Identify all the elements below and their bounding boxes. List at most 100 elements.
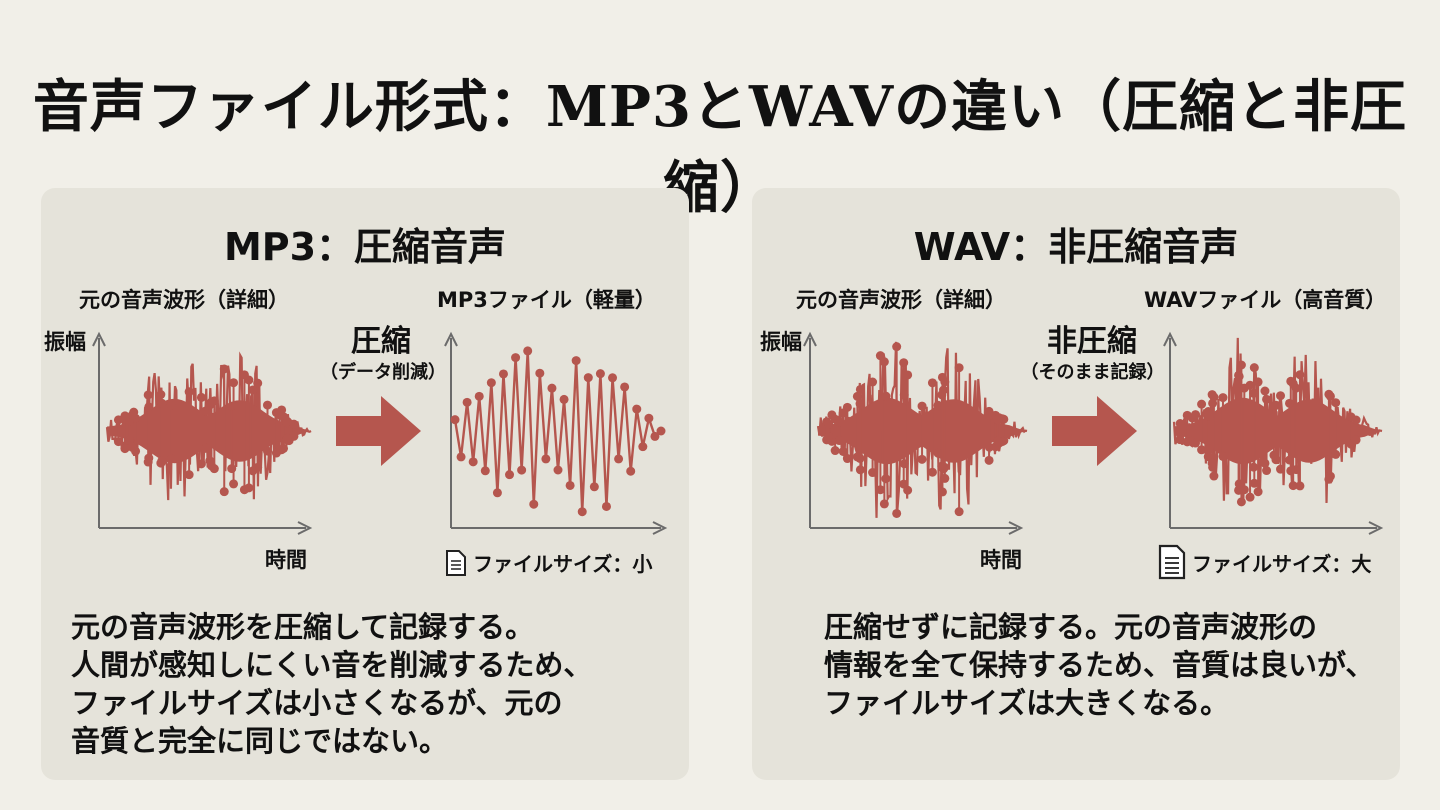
waveform-dot — [1331, 398, 1341, 408]
waveform-dot — [614, 454, 624, 464]
waveform-dot — [1285, 398, 1295, 408]
waveform-dot — [830, 446, 840, 456]
mp3-original-label: 元の音声波形（詳細） — [79, 288, 289, 312]
waveform-dot — [271, 408, 281, 418]
waveform-dot — [899, 479, 909, 489]
no-compress-sub-label: （そのまま記録） — [1020, 362, 1165, 383]
waveform-dot — [209, 464, 219, 474]
mp3-description-line: 人間が感知しにくい音を削減するため、 — [71, 648, 593, 682]
waveform-dot — [157, 456, 167, 466]
waveform-dot — [517, 465, 527, 475]
waveform-dot — [248, 385, 258, 395]
waveform-dot — [1236, 360, 1246, 370]
waveform-dot — [984, 406, 994, 416]
waveform-dot — [650, 431, 660, 441]
waveform-dot — [553, 465, 563, 475]
waveform-dot — [1249, 478, 1259, 488]
waveform-dot — [1288, 481, 1298, 491]
waveform-dot — [462, 397, 472, 407]
waveform-dot — [262, 400, 272, 410]
waveform-dot — [620, 382, 630, 392]
waveform-dot — [486, 378, 496, 388]
waveform-dot — [201, 443, 211, 453]
waveform-dot — [1234, 485, 1244, 495]
wav-description-line: ファイルサイズは大きくなる。 — [824, 686, 1230, 720]
waveform-dot — [1245, 492, 1255, 502]
waveform-dot — [248, 466, 258, 476]
mp3-original-axes — [92, 331, 313, 535]
waveform-dot — [937, 372, 947, 382]
waveform-dot — [571, 356, 581, 366]
wav-panel: WAV：非圧縮音声 元の音声波形（詳細） WAVファイル（高音質） 振幅 時間 … — [752, 188, 1400, 780]
compress-sub-label: （データ削減） — [320, 362, 446, 383]
waveform-dot — [1351, 435, 1361, 445]
waveform-dot — [608, 373, 618, 383]
waveform-dot — [1260, 458, 1270, 468]
waveform-dot — [227, 464, 237, 474]
waveform-dot — [498, 369, 508, 379]
waveform-dot — [1175, 419, 1185, 429]
waveform-dot — [1197, 445, 1207, 455]
mp3-file-axes — [444, 331, 668, 535]
wav-y-axis-label: 振幅 — [760, 330, 802, 354]
mp3-panel: MP3：圧縮音声 元の音声波形（詳細） MP3ファイル（軽量） 振幅 時間 圧縮… — [41, 188, 689, 780]
waveform-dot — [511, 353, 521, 363]
waveform-dot — [1245, 380, 1255, 390]
waveform-dot — [1253, 487, 1263, 497]
mp3-y-axis-label: 振幅 — [44, 330, 86, 354]
waveform-dot — [229, 378, 239, 388]
waveform-dot — [1236, 497, 1246, 507]
waveform-dot — [834, 417, 844, 427]
waveform-dot — [1191, 410, 1201, 420]
wav-description: 圧縮せずに記録する。元の音声波形の 情報を全て保持するため、音質は良いが、 ファ… — [824, 608, 1374, 722]
waveform-dot — [505, 470, 515, 480]
waveform-dot — [262, 446, 272, 456]
wav-x-axis-label: 時間 — [980, 548, 1022, 572]
waveform-dot — [157, 398, 167, 408]
waveform-dot — [1207, 390, 1217, 400]
waveform-dot — [227, 401, 237, 411]
waveform-dot — [541, 454, 551, 464]
waveform-dot — [1234, 479, 1244, 489]
waveform-dot — [144, 402, 154, 412]
mp3-description-line: 音質と完全に同じではない。 — [71, 724, 449, 758]
compress-arrow-icon — [336, 396, 421, 466]
waveform-dot — [824, 419, 834, 429]
waveform-dot — [209, 396, 219, 406]
waveform-dot — [632, 404, 642, 414]
wav-heading: WAV：非圧縮音声 — [913, 225, 1239, 269]
document-icon — [446, 549, 466, 576]
waveform-dot — [156, 390, 166, 400]
waveform-dot — [1324, 389, 1334, 399]
no-compress-label: 非圧縮 — [1047, 324, 1137, 359]
waveform-dot — [855, 453, 865, 463]
waveform-dot — [954, 363, 964, 373]
waveform-dot — [523, 346, 533, 356]
waveform-dot — [583, 373, 593, 383]
waveform-dot — [205, 456, 215, 466]
waveform-dot — [855, 465, 865, 475]
page-title: 音声ファイル形式：MP3とWAVの違い（圧縮と非圧縮） — [32, 74, 1408, 221]
waveform-dot — [127, 442, 137, 452]
wav-original-axes — [803, 331, 1024, 535]
waveform-dot — [644, 413, 654, 423]
waveform-dot — [144, 453, 154, 463]
waveform-dot — [1276, 391, 1286, 401]
compress-label: 圧縮 — [351, 324, 411, 359]
mp3-description: 元の音声波形を圧縮して記録する。 人間が感知しにくい音を削減するため、 ファイル… — [71, 608, 592, 760]
waveform-dot — [219, 487, 229, 497]
waveform-dot — [474, 391, 484, 401]
waveform-dot — [903, 370, 913, 380]
waveform-dot — [480, 466, 490, 476]
waveform-dot — [993, 436, 1003, 446]
waveform-dot — [917, 454, 927, 464]
waveform-dot — [229, 479, 239, 489]
waveform-dot — [492, 488, 502, 498]
waveform-dot — [1197, 399, 1207, 409]
waveform-line — [453, 350, 662, 512]
mp3-compressed-waveform — [450, 346, 666, 517]
wav-file-size-label: ファイルサイズ：大 — [1192, 551, 1372, 576]
waveform-dot — [1253, 377, 1263, 387]
waveform-dot — [184, 470, 194, 480]
waveform-dot — [1218, 451, 1228, 461]
